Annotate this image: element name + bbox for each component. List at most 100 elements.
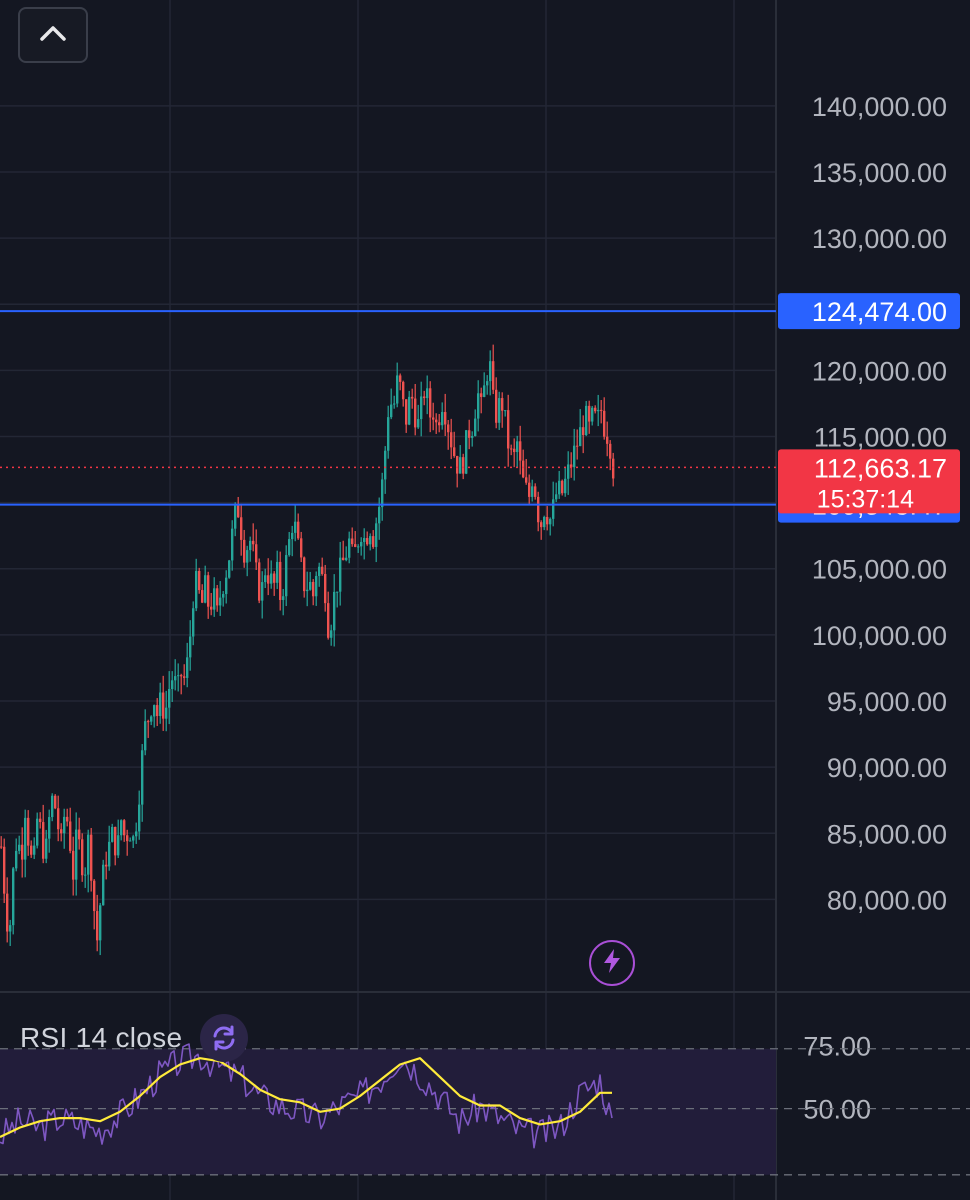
candle-body	[162, 692, 165, 719]
candle-body	[330, 630, 333, 638]
candle-body	[150, 716, 153, 722]
candle-body	[279, 561, 282, 600]
candle-body	[69, 821, 72, 851]
candle-body	[6, 893, 9, 932]
candle-body	[333, 591, 336, 631]
refresh-icon[interactable]	[200, 1014, 249, 1062]
candle-body	[135, 831, 138, 837]
candle-body	[336, 591, 339, 593]
candle-body	[480, 393, 483, 397]
candle-body	[183, 676, 186, 678]
candle-body	[312, 581, 315, 597]
rsi-ma-line	[0, 1057, 612, 1138]
candle-body	[351, 538, 354, 545]
price-tick-label: 120,000.00	[812, 356, 947, 386]
price-tick-label: 105,000.00	[812, 555, 947, 585]
last-price-label: 112,663.17	[814, 453, 947, 483]
price-axis[interactable]: 140,000.00 135,000.00 130,000.00 120,000.00…	[803, 92, 947, 1125]
candle-body	[231, 528, 234, 561]
candle-body	[0, 846, 3, 848]
candle-body	[411, 396, 414, 399]
candle-body	[144, 721, 147, 751]
candle-body	[180, 675, 183, 677]
price-tick-label: 135,000.00	[812, 158, 947, 188]
candle-body	[357, 546, 360, 548]
candle-body	[591, 407, 594, 422]
candle-body	[354, 544, 357, 547]
price-tick-label: 140,000.00	[812, 92, 947, 122]
candle-body	[546, 516, 549, 525]
price-tick-label: 80,000.00	[827, 885, 947, 915]
candle-body	[318, 566, 321, 576]
candle-body	[537, 496, 540, 523]
candle-body	[201, 590, 204, 603]
candle-body	[483, 385, 486, 397]
candle-body	[171, 680, 174, 689]
candle-body	[138, 804, 141, 832]
candle-body	[303, 557, 306, 592]
price-tick-label: 95,000.00	[827, 687, 947, 717]
candle-body	[510, 448, 513, 450]
candle-body	[81, 839, 84, 876]
candle-body	[315, 575, 318, 597]
rsi-band	[0, 1048, 776, 1175]
candle-body	[381, 479, 384, 508]
candle-body	[468, 430, 471, 438]
candle-body	[612, 458, 615, 479]
candle-body	[582, 427, 585, 436]
candle-body	[609, 443, 612, 459]
candle-body	[204, 575, 207, 603]
candle-body	[291, 532, 294, 540]
candle-body	[393, 403, 396, 405]
candle-body	[258, 562, 261, 601]
candle-body	[270, 573, 273, 584]
candle-body	[294, 521, 297, 533]
candle-body	[243, 539, 246, 563]
rsi-legend: RSI 14 close	[20, 1014, 249, 1062]
candle-body	[555, 494, 558, 500]
candle-body	[588, 405, 591, 422]
candle-body	[453, 447, 456, 457]
candle-body	[402, 381, 405, 400]
candle-body	[384, 450, 387, 480]
candle-body	[240, 517, 243, 540]
candle-body	[327, 603, 330, 638]
candle-body	[108, 841, 111, 867]
level-badge	[778, 293, 960, 330]
candle-body	[321, 566, 324, 574]
candle-body	[405, 399, 408, 425]
candle-body	[459, 457, 462, 474]
candle-body	[570, 464, 573, 468]
candle-body	[549, 518, 552, 525]
candle-body	[132, 836, 135, 841]
candle-body	[192, 608, 195, 637]
lightning-button[interactable]	[589, 940, 635, 986]
candle-body	[30, 845, 33, 855]
level-price-label: 124,474.00	[812, 297, 947, 327]
candle-body	[93, 880, 96, 912]
candle-body	[486, 381, 489, 386]
candle-body	[558, 480, 561, 495]
candle-body	[99, 905, 102, 941]
candle-body	[75, 829, 78, 880]
rsi-tick-label: 75.00	[803, 1032, 871, 1062]
candle-body	[288, 539, 291, 556]
candle-body	[174, 676, 177, 681]
candle-body	[195, 571, 198, 609]
candle-body	[87, 834, 90, 875]
candle-body	[564, 478, 567, 494]
candle-body	[90, 834, 93, 881]
candle-body	[363, 538, 366, 542]
candle-body	[534, 486, 537, 497]
collapse-button[interactable]	[18, 7, 88, 63]
candle-body	[456, 456, 459, 474]
candle-body	[114, 826, 117, 856]
candle-body	[429, 388, 432, 418]
candle-body	[348, 538, 351, 558]
candle-body	[84, 874, 87, 876]
candle-body	[228, 560, 231, 578]
candle-body	[342, 557, 345, 561]
